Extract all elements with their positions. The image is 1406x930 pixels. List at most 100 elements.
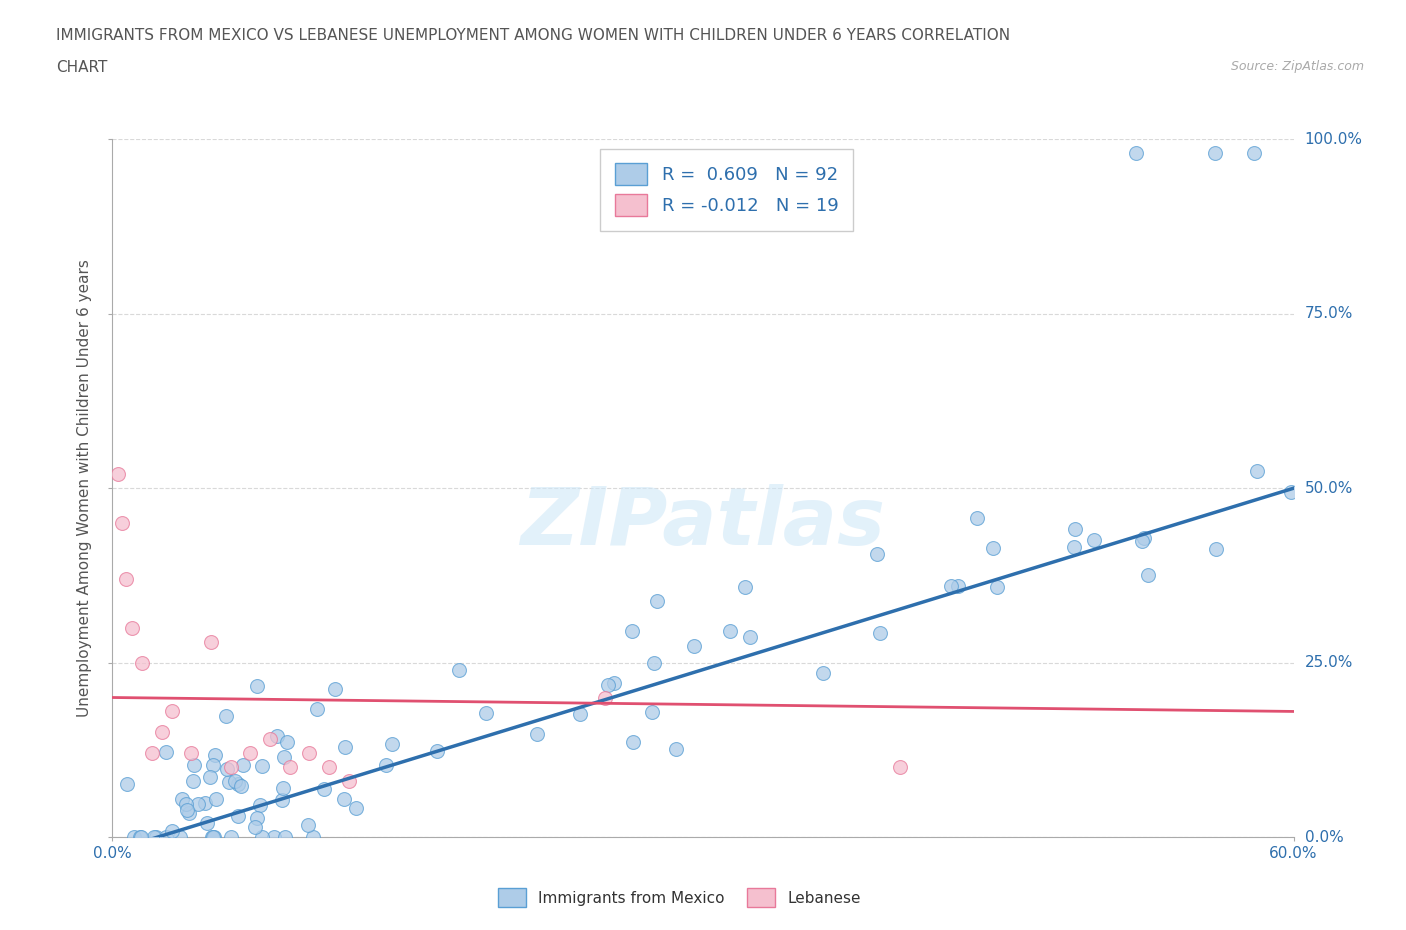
Point bbox=[335, 740, 357, 755]
Point bbox=[145, 830, 167, 844]
Point bbox=[226, 808, 249, 823]
Point bbox=[318, 760, 340, 775]
Point bbox=[337, 774, 360, 789]
Point bbox=[177, 805, 200, 820]
Point bbox=[150, 725, 173, 740]
Point bbox=[266, 728, 288, 743]
Point bbox=[276, 735, 298, 750]
Point bbox=[593, 690, 616, 705]
Point bbox=[889, 760, 911, 775]
Point bbox=[201, 830, 224, 844]
Point bbox=[122, 830, 145, 844]
Point bbox=[344, 801, 367, 816]
Point bbox=[643, 656, 665, 671]
Point bbox=[176, 803, 198, 817]
Point bbox=[246, 810, 269, 825]
Point bbox=[263, 830, 285, 844]
Text: 75.0%: 75.0% bbox=[1305, 306, 1353, 322]
Point bbox=[215, 709, 238, 724]
Point bbox=[966, 511, 988, 525]
Point bbox=[231, 778, 253, 793]
Point bbox=[298, 746, 321, 761]
Text: CHART: CHART bbox=[56, 60, 108, 75]
Point bbox=[738, 630, 761, 644]
Point bbox=[447, 662, 470, 677]
Point bbox=[115, 777, 138, 791]
Point bbox=[246, 678, 269, 693]
Point bbox=[174, 796, 197, 811]
Point bbox=[1246, 464, 1268, 479]
Point bbox=[250, 830, 273, 844]
Point bbox=[259, 732, 281, 747]
Point bbox=[645, 593, 668, 608]
Point bbox=[107, 467, 129, 482]
Point bbox=[683, 639, 706, 654]
Point bbox=[526, 727, 548, 742]
Text: 25.0%: 25.0% bbox=[1305, 655, 1353, 671]
Point bbox=[866, 546, 889, 561]
Point bbox=[111, 515, 134, 530]
Point bbox=[180, 746, 202, 761]
Point bbox=[252, 759, 274, 774]
Point bbox=[155, 744, 177, 759]
Point bbox=[1063, 540, 1085, 555]
Point bbox=[278, 760, 301, 775]
Point bbox=[218, 774, 240, 789]
Point bbox=[665, 741, 688, 756]
Point bbox=[219, 760, 242, 775]
Point bbox=[596, 677, 619, 692]
Point bbox=[170, 791, 193, 806]
Point bbox=[273, 750, 295, 764]
Point bbox=[271, 780, 294, 795]
Point bbox=[381, 737, 404, 751]
Point bbox=[1243, 146, 1265, 161]
Point bbox=[200, 634, 222, 649]
Point bbox=[475, 706, 498, 721]
Point bbox=[131, 655, 153, 670]
Point bbox=[200, 769, 222, 784]
Point bbox=[204, 748, 226, 763]
Point bbox=[219, 830, 242, 844]
Point bbox=[603, 676, 626, 691]
Point bbox=[718, 624, 741, 639]
Legend: Immigrants from Mexico, Lebanese: Immigrants from Mexico, Lebanese bbox=[492, 883, 866, 913]
Point bbox=[232, 757, 254, 772]
Point bbox=[312, 781, 335, 796]
Point bbox=[297, 818, 319, 833]
Point bbox=[202, 830, 225, 844]
Point bbox=[187, 797, 209, 812]
Point bbox=[226, 777, 249, 791]
Point bbox=[115, 571, 138, 587]
Point bbox=[195, 816, 218, 830]
Point bbox=[426, 744, 449, 759]
Point bbox=[273, 830, 295, 844]
Point bbox=[307, 702, 329, 717]
Text: 100.0%: 100.0% bbox=[1305, 132, 1362, 147]
Point bbox=[121, 620, 143, 635]
Point bbox=[202, 757, 225, 772]
Point bbox=[302, 830, 325, 844]
Point bbox=[169, 830, 191, 844]
Point bbox=[1125, 146, 1147, 161]
Point bbox=[948, 579, 970, 594]
Point bbox=[183, 758, 205, 773]
Point bbox=[981, 540, 1004, 555]
Point bbox=[141, 746, 163, 761]
Point bbox=[1132, 531, 1154, 546]
Point bbox=[155, 830, 177, 844]
Point bbox=[239, 746, 262, 761]
Text: 50.0%: 50.0% bbox=[1305, 481, 1353, 496]
Point bbox=[183, 774, 205, 789]
Point bbox=[202, 830, 225, 844]
Point bbox=[1204, 146, 1226, 161]
Text: Source: ZipAtlas.com: Source: ZipAtlas.com bbox=[1230, 60, 1364, 73]
Point bbox=[1205, 541, 1227, 556]
Point bbox=[1130, 534, 1153, 549]
Point bbox=[205, 791, 228, 806]
Point bbox=[129, 830, 152, 844]
Point bbox=[215, 762, 238, 777]
Point bbox=[869, 625, 891, 640]
Point bbox=[243, 819, 266, 834]
Point bbox=[1083, 533, 1105, 548]
Text: IMMIGRANTS FROM MEXICO VS LEBANESE UNEMPLOYMENT AMONG WOMEN WITH CHILDREN UNDER : IMMIGRANTS FROM MEXICO VS LEBANESE UNEMP… bbox=[56, 28, 1011, 43]
